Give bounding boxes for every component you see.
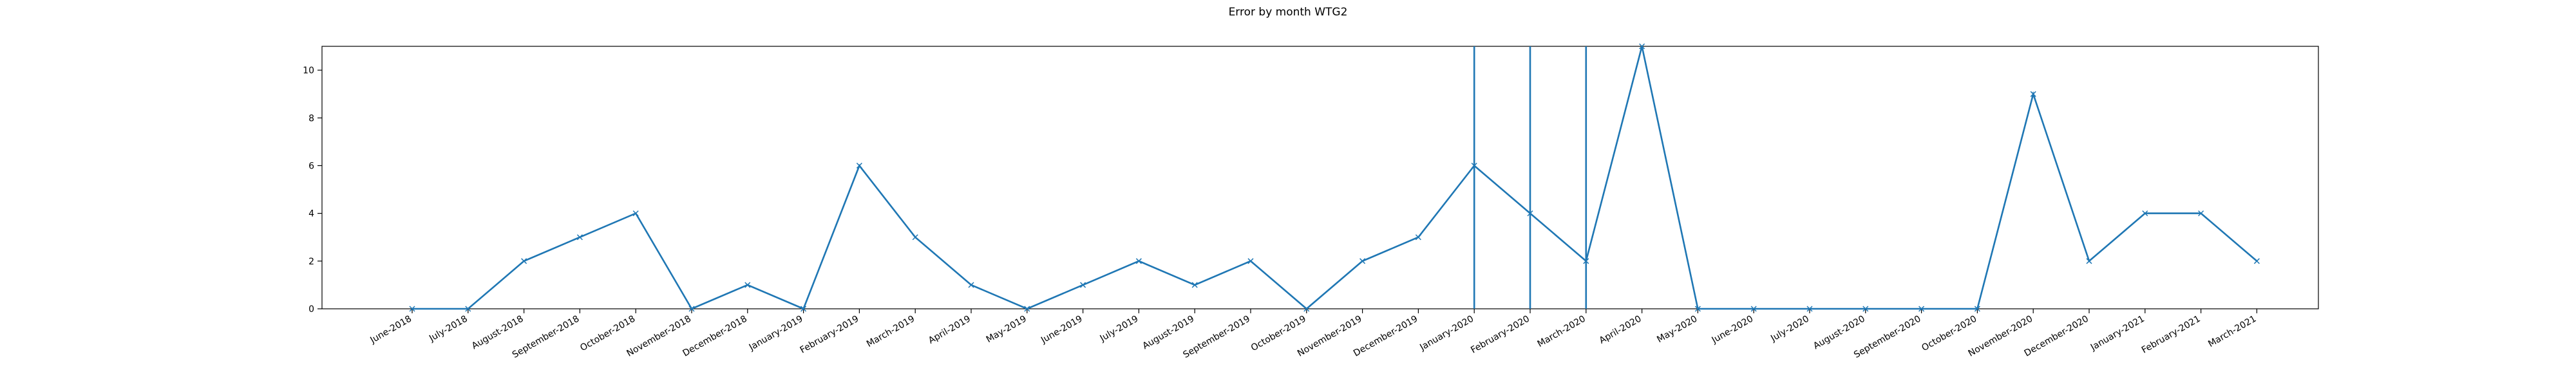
- data-point: March-2021: 2: [2253, 258, 2260, 264]
- x-tick-label: July-2019: [1098, 314, 1141, 344]
- data-point: February-2019: 6: [856, 162, 862, 169]
- x-tick-label: August-2018: [470, 314, 526, 352]
- x-tick-label: January-2019: [747, 314, 805, 353]
- data-point: March-2019: 3: [912, 234, 918, 241]
- x-tick-label: March-2019: [865, 314, 916, 350]
- plot-area: 0 2 4 6 8 10 June-2018 July-2018 August-2018 Sept…: [303, 43, 2319, 360]
- x-tick-label: April-2019: [927, 314, 972, 346]
- data-point: October-2018: 4: [632, 210, 639, 217]
- data-point: November-2018: 0: [688, 306, 695, 312]
- x-tick-label: February-2020: [1469, 314, 1531, 356]
- y-tick-label: 6: [308, 161, 314, 171]
- y-tick-label: 2: [308, 257, 314, 267]
- data-point: June-2019: 1: [1080, 282, 1086, 288]
- x-tick-label: March-2020: [1536, 314, 1587, 350]
- axes-frame: [321, 46, 2319, 309]
- data-point: July-2020: 0: [1806, 306, 1813, 312]
- x-tick-label: February-2021: [2140, 314, 2202, 356]
- data-point: June-2020: 0: [1750, 306, 1757, 312]
- chart-title: Error by month WTG2: [1229, 6, 1348, 19]
- data-point: November-2019: 2: [1359, 258, 1366, 264]
- y-tick-label: 4: [308, 209, 314, 219]
- y-tick-label: 8: [308, 113, 314, 124]
- x-tick-label: March-2021: [2206, 314, 2258, 350]
- x-tick-label: May-2020: [1655, 314, 1699, 345]
- data-point: July-2018: 0: [465, 306, 471, 312]
- data-point: August-2020: 0: [1862, 306, 1869, 312]
- data-point: November-2020: 9: [2030, 91, 2036, 97]
- data-point: September-2018: 3: [576, 234, 583, 241]
- data-point: December-2018: 1: [744, 282, 751, 288]
- data-point: June-2018: 0: [409, 306, 415, 312]
- data-point: April-2019: 1: [968, 282, 974, 288]
- x-tick-label: July-2018: [427, 314, 469, 344]
- x-tick-label: January-2021: [2088, 314, 2146, 353]
- data-point: February-2021: 4: [2198, 210, 2204, 217]
- data-point: October-2019: 0: [1303, 306, 1310, 312]
- data-point: September-2020: 0: [1918, 306, 1925, 312]
- data-point: January-2021: 4: [2142, 210, 2148, 217]
- series-line: [412, 46, 2258, 310]
- x-tick-label: February-2019: [799, 314, 861, 356]
- data-point: May-2019: 0: [1024, 306, 1030, 312]
- data-point: July-2019: 2: [1135, 258, 1142, 264]
- x-tick-label: June-2019: [1039, 314, 1084, 346]
- data-point: March-2020: 2: [1583, 258, 1589, 264]
- x-tick-label: May-2019: [985, 314, 1028, 345]
- x-tick-label: August-2019: [1141, 314, 1197, 352]
- x-tick-label: August-2020: [1812, 314, 1867, 352]
- data-point: August-2019: 1: [1191, 282, 1198, 288]
- data-point: December-2019: 3: [1415, 234, 1421, 241]
- y-tick-label: 10: [303, 66, 314, 76]
- data-point: February-2020: 4: [1527, 210, 1533, 217]
- data-point: August-2018: 2: [521, 258, 527, 264]
- data-point: May-2020: 0: [1694, 306, 1701, 312]
- x-tick-label: June-2018: [368, 314, 413, 346]
- x-tick-label: April-2020: [1598, 314, 1643, 346]
- x-tick-label: July-2020: [1768, 314, 1811, 344]
- data-point: September-2019: 2: [1247, 258, 1254, 264]
- data-point: December-2020: 2: [2086, 258, 2092, 264]
- y-tick-label: 0: [308, 304, 314, 315]
- x-tick-label: January-2020: [1417, 314, 1475, 353]
- data-point: October-2020: 0: [1974, 306, 1980, 312]
- data-point: January-2020: 6: [1471, 162, 1477, 169]
- data-point: January-2019: 0: [800, 306, 807, 312]
- data-point: April-2020: 11: [1639, 43, 1645, 50]
- x-tick-label: June-2020: [1710, 314, 1756, 346]
